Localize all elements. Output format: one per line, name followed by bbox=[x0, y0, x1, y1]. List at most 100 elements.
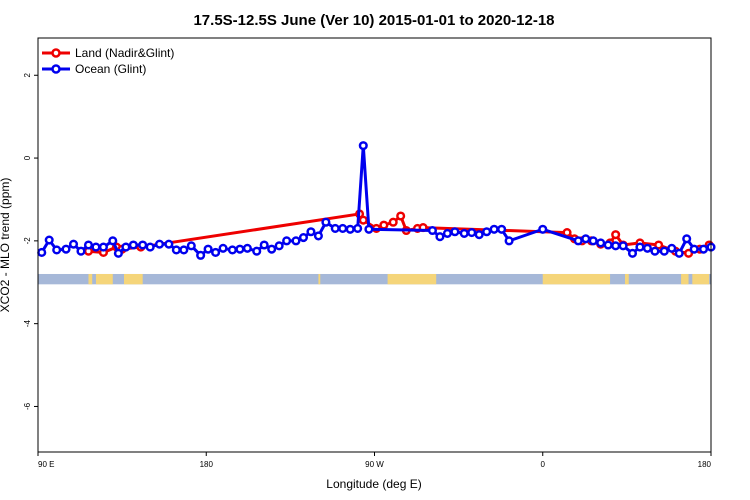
legend-label: Land (Nadir&Glint) bbox=[75, 46, 174, 60]
data-point bbox=[427, 225, 438, 236]
data-point bbox=[291, 236, 301, 246]
data-point bbox=[435, 232, 445, 242]
y-tick-label: 0 bbox=[23, 155, 32, 160]
x-axis: 90 E 180 90 W 0 180 bbox=[37, 452, 712, 469]
data-point bbox=[138, 240, 148, 250]
y-tick-label: 2 bbox=[23, 72, 32, 77]
data-point bbox=[667, 243, 677, 253]
data-point bbox=[684, 248, 694, 258]
data-point bbox=[353, 223, 363, 233]
data-point bbox=[450, 227, 460, 237]
legend-label: Ocean (Glint) bbox=[75, 62, 146, 76]
data-point bbox=[467, 228, 477, 238]
chart-title: 17.5S-12.5S June (Ver 10) 2015-01-01 to … bbox=[193, 12, 554, 29]
data-point bbox=[459, 228, 469, 238]
data-point bbox=[61, 244, 71, 254]
data-point bbox=[379, 220, 389, 230]
y-tick-label: -4 bbox=[23, 320, 32, 328]
data-point bbox=[603, 240, 613, 250]
data-point bbox=[611, 230, 621, 240]
data-point bbox=[203, 244, 213, 254]
data-point bbox=[482, 227, 492, 237]
land-ocean-mask bbox=[38, 273, 711, 285]
data-point bbox=[313, 231, 323, 241]
x-tick-label: 90 W bbox=[365, 460, 384, 469]
data-point bbox=[282, 236, 292, 246]
data-point bbox=[388, 217, 398, 227]
y-tick-label: -6 bbox=[23, 402, 32, 410]
data-point bbox=[321, 217, 331, 227]
data-point bbox=[659, 246, 669, 256]
legend-marker bbox=[51, 48, 61, 58]
data-point bbox=[330, 223, 340, 233]
x-tick-label: 180 bbox=[200, 460, 214, 469]
data-point bbox=[358, 215, 368, 225]
data-point bbox=[227, 245, 237, 255]
x-tick-label: 90 E bbox=[38, 460, 54, 469]
data-point bbox=[242, 243, 252, 253]
data-point bbox=[338, 223, 348, 233]
data-point bbox=[596, 238, 606, 248]
land-segment bbox=[318, 273, 321, 285]
data-point bbox=[538, 224, 548, 234]
data-point bbox=[44, 235, 54, 245]
land-segment bbox=[88, 273, 93, 285]
data-point bbox=[504, 236, 514, 246]
data-point bbox=[611, 241, 621, 251]
data-point bbox=[698, 244, 709, 254]
land-segment bbox=[625, 273, 629, 285]
land-segment bbox=[95, 273, 113, 285]
data-point bbox=[581, 234, 591, 244]
data-point bbox=[635, 242, 645, 252]
data-point bbox=[52, 245, 62, 255]
legend: Land (Nadir&Glint) Ocean (Glint) bbox=[42, 46, 174, 76]
data-point bbox=[497, 224, 507, 234]
legend-marker bbox=[51, 64, 61, 74]
data-point bbox=[186, 241, 196, 251]
data-point bbox=[108, 236, 118, 246]
x-axis-title: Longitude (deg E) bbox=[326, 477, 421, 491]
data-point bbox=[76, 246, 86, 256]
data-point bbox=[345, 224, 355, 234]
data-point bbox=[267, 244, 277, 254]
data-point bbox=[689, 244, 699, 254]
data-point bbox=[674, 248, 684, 258]
series-ocean bbox=[37, 141, 716, 260]
y-tick-label: -2 bbox=[23, 237, 32, 245]
data-point bbox=[164, 239, 174, 249]
data-point bbox=[259, 240, 269, 250]
data-point bbox=[98, 242, 108, 252]
data-point bbox=[145, 242, 155, 252]
data-point bbox=[235, 244, 245, 254]
data-point bbox=[91, 242, 101, 252]
y-axis-title: XCO2 - MLO trend (ppm) bbox=[0, 178, 12, 313]
data-point bbox=[83, 240, 94, 250]
data-point bbox=[298, 232, 309, 243]
x-tick-label: 0 bbox=[541, 460, 546, 469]
data-point bbox=[252, 246, 262, 256]
data-point bbox=[154, 239, 165, 249]
land-segment bbox=[123, 273, 143, 285]
data-point bbox=[179, 245, 189, 255]
data-point bbox=[588, 236, 598, 246]
data-point bbox=[128, 240, 138, 250]
data-point bbox=[171, 245, 181, 255]
data-point bbox=[618, 241, 628, 251]
data-point bbox=[489, 224, 499, 234]
data-point bbox=[650, 246, 660, 256]
data-point bbox=[113, 248, 123, 258]
data-point bbox=[196, 250, 206, 260]
y-axis: 2 0 -2 -4 -6 bbox=[23, 72, 38, 410]
land-segment bbox=[542, 273, 611, 285]
data-point bbox=[364, 224, 374, 234]
data-point bbox=[121, 242, 131, 252]
land-segment bbox=[681, 273, 689, 285]
ocean-band bbox=[38, 273, 711, 285]
data-point bbox=[682, 234, 692, 244]
data-point bbox=[654, 240, 664, 250]
data-point bbox=[211, 247, 221, 258]
land-segment bbox=[692, 273, 710, 285]
data-point bbox=[37, 247, 47, 258]
data-point bbox=[642, 243, 652, 253]
